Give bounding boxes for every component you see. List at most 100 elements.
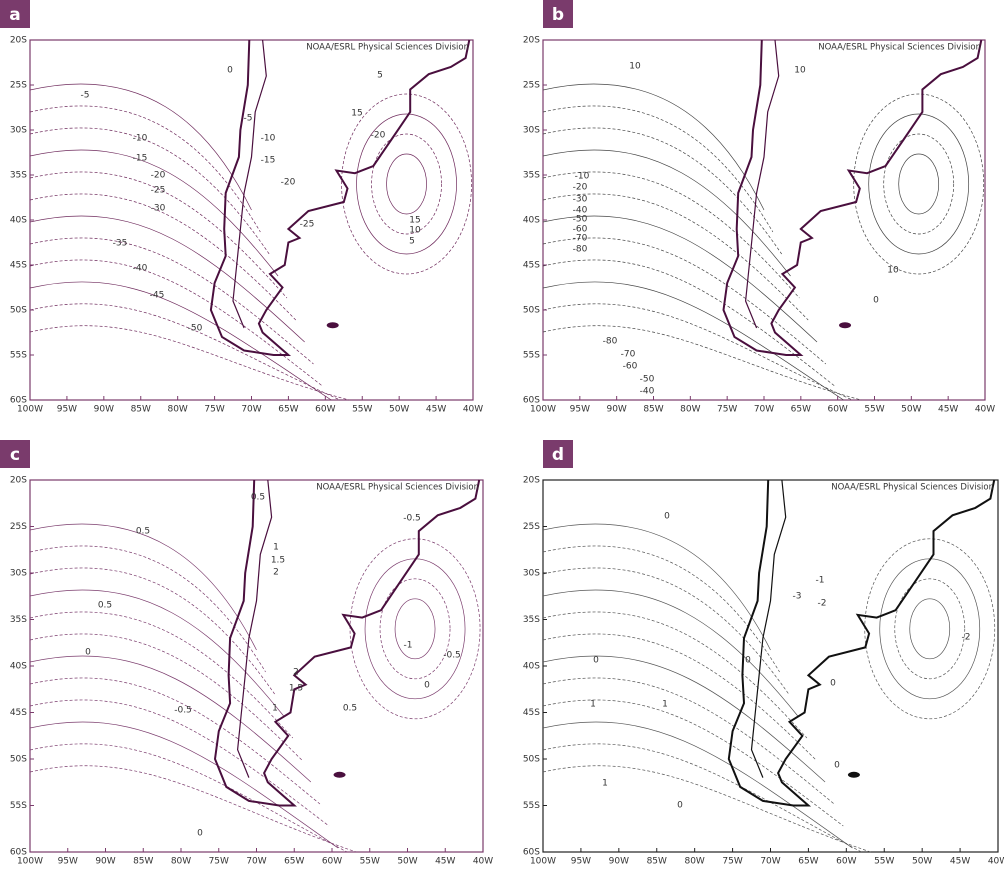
lat-tick-label: 60S [10,396,27,406]
contour-line [542,567,789,695]
contour-line [909,598,951,660]
island [326,322,339,329]
contour-label: -20 [151,171,166,181]
contour-label: -30 [151,204,166,214]
contour-label: -70 [621,350,636,360]
lon-tick-label: 40W [463,405,483,415]
contour-label: -60 [573,225,588,235]
contour-line [29,237,314,365]
lon-tick-label: 40W [473,857,493,867]
lat-tick-label: 45S [523,708,540,718]
contour-line [542,237,827,365]
lat-tick-label: 45S [523,261,540,271]
contour-line [542,127,782,255]
panel-tag-box [543,0,573,28]
contour-line [349,538,481,720]
contour-label: 0.5 [251,493,265,503]
contour-line [29,589,284,717]
lat-tick-label: 30S [10,126,27,136]
contour-line [542,633,817,761]
lon-tick-label: 70W [754,405,774,415]
lat-tick-label: 40S [10,662,27,672]
contour-label: 10 [794,66,806,76]
contour-label: 1.5 [289,684,303,694]
contour-label: -0.5 [174,706,192,716]
contour-label: -10 [261,134,276,144]
contour-label: -25 [151,186,166,196]
contour-label: 10 [887,266,899,276]
contour-label: 0 [424,681,430,691]
lat-tick-label: 45S [10,708,27,718]
lon-tick-label: 90W [609,857,629,867]
lat-tick-label: 55S [523,801,540,811]
contour-label: 0 [593,656,599,666]
contour-label: -2 [962,633,971,643]
contour-line [29,545,266,673]
lat-tick-label: 25S [523,522,540,532]
lon-tick-label: 70W [760,857,780,867]
lon-tick-label: 95W [570,405,590,415]
contour-label: -20 [371,131,386,141]
contour-label: -80 [603,337,618,347]
credit: NOAA/ESRL Physical Sciences Division [306,43,469,53]
contour-label: 1 [272,704,278,714]
lat-tick-label: 50S [10,306,27,316]
contour-label: -20 [573,183,588,193]
contour-line [29,105,261,233]
contour-label: 1 [273,543,279,553]
border-line [744,39,780,329]
contour-label: -1 [404,641,413,651]
lon-tick-label: 100W [17,857,43,867]
contour-line [868,113,970,255]
contour-line [542,325,862,401]
lat-tick-label: 55S [523,351,540,361]
contour-line [864,538,996,720]
contour-label: 0 [664,512,670,522]
contour-line [29,83,252,211]
contour-label: 0 [834,761,840,771]
lon-tick-label: 95W [571,857,591,867]
lon-tick-label: 100W [17,405,43,415]
contour-label: -1 [816,576,825,586]
contour-label: 0 [873,296,879,306]
contour-line [29,193,297,321]
credit: NOAA/ESRL Physical Sciences Division [831,483,994,493]
lon-tick-label: 80W [684,857,704,867]
contour-line [356,113,457,255]
contour-line [29,281,332,401]
lon-tick-label: 95W [57,405,77,415]
contour-line [542,83,765,211]
contour-label: -35 [113,239,128,249]
lat-tick-label: 25S [10,522,27,532]
contour-label: -5 [81,91,90,101]
contour-label: -10 [133,134,148,144]
map-panel: a NOAA/ESRL Physical Sciences Division 20S… [0,0,483,415]
lon-tick-label: 45W [938,405,958,415]
contour-label: -15 [261,156,276,166]
contour-line [29,149,279,277]
contour-label: 1 [602,779,608,789]
contour-line [542,193,809,321]
contour-line [542,699,844,827]
lon-tick-label: 55W [864,405,884,415]
lat-tick-label: 50S [523,306,540,316]
contour-line [29,677,321,805]
panel-tag: a [9,5,20,25]
border-line [236,479,273,778]
lon-tick-label: 50W [901,405,921,415]
contour-label: -45 [150,291,165,301]
plot-frame [29,479,484,853]
lat-tick-label: 25S [10,81,27,91]
contour-line [379,578,451,680]
lon-tick-label: 45W [426,405,446,415]
lon-tick-label: 45W [435,857,455,867]
lon-tick-label: 80W [171,857,191,867]
lat-tick-label: 20S [10,36,27,46]
lon-tick-label: 55W [360,857,380,867]
lat-tick-label: 40S [523,662,540,672]
lon-tick-label: 60W [322,857,342,867]
lon-tick-label: 80W [167,405,187,415]
contour-label: -40 [133,264,148,274]
lon-tick-label: 85W [647,857,667,867]
lon-tick-label: 100W [530,857,556,867]
